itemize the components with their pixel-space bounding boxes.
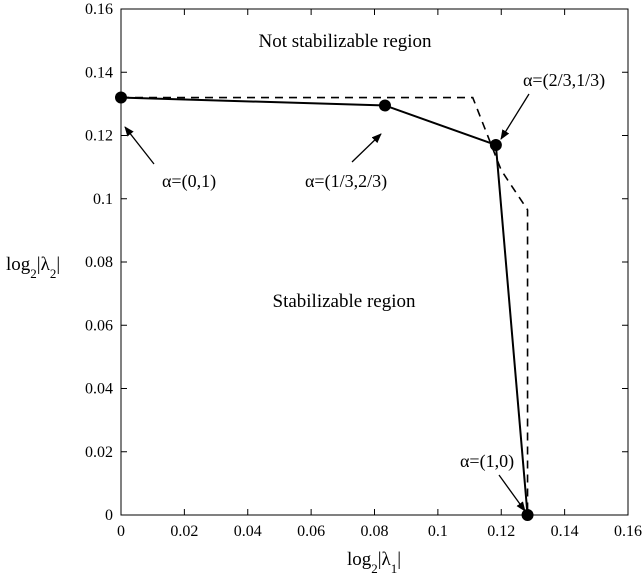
- y-tick-label: 0.04: [85, 381, 113, 398]
- x-tick-label: 0.12: [487, 523, 515, 540]
- data-point-marker: [489, 138, 502, 151]
- series-layer: [120, 96, 529, 516]
- annotation-arrow-alpha-1-3-2-3: [351, 133, 382, 163]
- y-axis-ticks: 0 0.02 0.04 0.06 0.08 0.1 0.12 0.14 0.16: [85, 1, 628, 524]
- x-tick-label: 0.16: [614, 523, 642, 540]
- x-tick-label: 0.06: [297, 523, 325, 540]
- data-point-marker: [115, 91, 127, 104]
- x-tick-label: 0.08: [361, 523, 389, 540]
- x-tick-label: 0.14: [551, 523, 579, 540]
- y-tick-label: 0: [105, 507, 113, 524]
- annotation-alpha-1-0: α=(1,0): [460, 451, 526, 512]
- x-tick-label: 0.04: [234, 523, 262, 540]
- y-axis-label: log2|λ2|: [6, 254, 60, 281]
- y-tick-label: 0.16: [85, 1, 113, 18]
- y-tick-label: 0.1: [93, 191, 113, 208]
- annotation-text-alpha-2-3-1-3: α=(2/3,1/3): [523, 70, 605, 91]
- x-axis-ticks: 0 0.02 0.04 0.06 0.08 0.1 0.12 0.14 0.16: [117, 9, 642, 540]
- annotation-arrow-alpha-2-3-1-3: [500, 93, 530, 140]
- series-line-solid: [120, 96, 529, 516]
- annotation-alpha-2-3-1-3: α=(2/3,1/3): [500, 70, 605, 140]
- x-tick-label: 0: [117, 523, 125, 540]
- y-tick-label: 0.14: [85, 64, 113, 81]
- y-tick-label: 0.06: [85, 317, 113, 334]
- x-tick-label: 0.02: [170, 523, 198, 540]
- annotation-arrow-alpha-0-1: [124, 126, 155, 165]
- series-line-dashed: [121, 96, 529, 515]
- x-tick-label: 0.1: [428, 523, 448, 540]
- x-axis-label: log2|λ1|: [347, 549, 401, 576]
- data-point-marker: [378, 99, 391, 112]
- annotation-text-alpha-1-3-2-3: α=(1/3,2/3): [305, 171, 387, 192]
- annotation-alpha-1-3-2-3: α=(1/3,2/3): [305, 133, 387, 192]
- y-tick-label: 0.12: [85, 128, 113, 145]
- y-tick-label: 0.02: [85, 444, 113, 461]
- annotation-alpha-0-1: α=(0,1): [124, 126, 216, 192]
- annotation-text-alpha-0-1: α=(0,1): [162, 171, 216, 192]
- data-point-marker: [521, 509, 534, 521]
- annotation-text-alpha-1-0: α=(1,0): [460, 451, 514, 472]
- y-tick-label: 0.08: [85, 254, 113, 271]
- region-label-not-stabilizable: Not stabilizable region: [258, 31, 432, 52]
- marker-layer: [115, 91, 534, 521]
- region-label-stabilizable: Stabilizable region: [273, 291, 416, 312]
- annotation-arrow-alpha-1-0: [498, 474, 526, 512]
